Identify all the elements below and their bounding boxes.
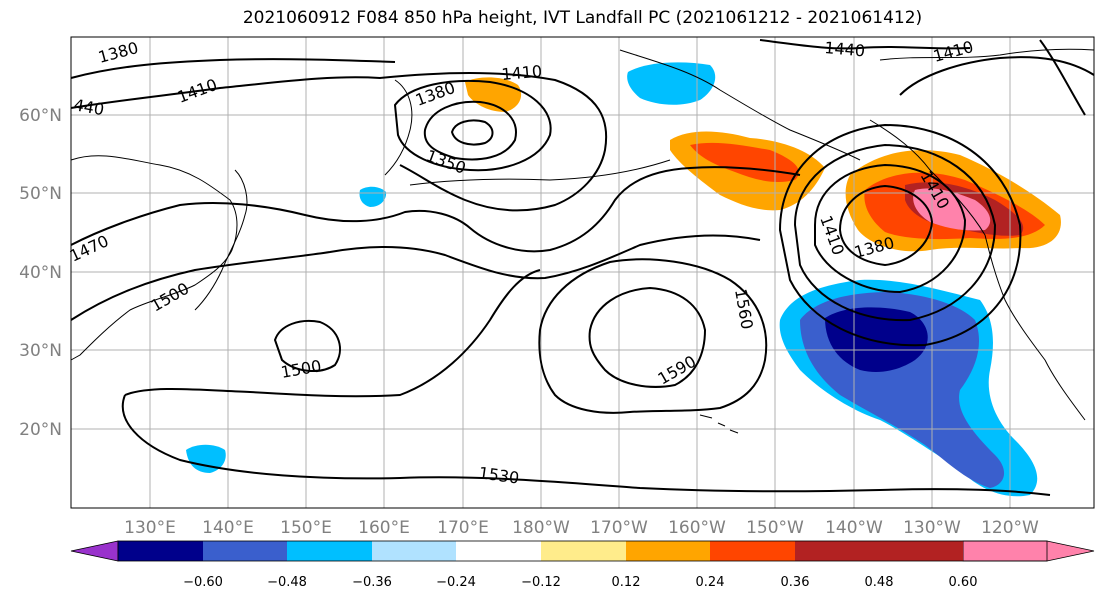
contour-1380-e	[838, 184, 934, 267]
aleutians	[409, 159, 671, 186]
x-tick-170E: 170°E	[437, 518, 489, 538]
colorbar-extend-high	[962, 540, 1095, 562]
colorbar-swatch-6	[541, 541, 626, 561]
negative-anomaly-hawaii-west	[186, 444, 226, 473]
colorbar-swatch-10	[879, 541, 963, 561]
contour-label-1440-ne: 1440	[824, 38, 866, 60]
contour-1470-e	[778, 123, 1022, 347]
contour-1470	[70, 166, 801, 253]
colorbar-label-3: −0.36	[352, 575, 392, 590]
negative-anomaly-small-2	[359, 186, 387, 207]
contour-1410-e	[814, 163, 967, 294]
hawaii	[699, 414, 739, 434]
x-tick-140W: 140°W	[825, 518, 883, 538]
contour-1530-s	[121, 394, 1051, 496]
contour-1410-ne	[899, 56, 1095, 96]
colorbar-swatch-1	[118, 541, 203, 561]
y-tick-labels: 60°N 50°N 40°N 30°N 20°N	[19, 106, 62, 440]
x-tick-140E: 140°E	[202, 518, 254, 538]
colorbar-swatch-5	[456, 541, 541, 561]
negative-anomaly-alaska	[627, 62, 716, 105]
colorbar-swatch-7	[626, 541, 710, 561]
negative-anomaly-dark	[825, 307, 928, 372]
north-coast	[879, 48, 1095, 61]
colorbar-label-7: 0.24	[696, 575, 725, 590]
y-tick-20N: 20°N	[19, 420, 62, 440]
x-tick-150E: 150°E	[280, 518, 332, 538]
positive-anomaly-red	[690, 142, 799, 183]
y-tick-50N: 50°N	[19, 184, 62, 204]
y-tick-30N: 30°N	[19, 341, 62, 361]
contour-1500-w	[70, 234, 761, 321]
x-tick-160E: 160°E	[358, 518, 410, 538]
y-tick-40N: 40°N	[19, 263, 62, 283]
x-tick-170W: 170°W	[590, 518, 648, 538]
contour-1590	[588, 286, 707, 388]
colorbar-label-2: −0.48	[267, 575, 307, 590]
x-tick-130W: 130°W	[903, 518, 961, 538]
contour-1440-w	[70, 58, 396, 79]
map-frame	[70, 36, 1095, 509]
colorbar-label-10: 0.60	[949, 575, 978, 590]
colorbar: −0.60 −0.48 −0.36 −0.24 −0.12 0.12 0.24 …	[70, 540, 1095, 590]
map-title: 2021060912 F084 850 hPa height, IVT Land…	[242, 8, 923, 28]
x-tick-labels: 130°E 140°E 150°E 160°E 170°E 180°W 170°…	[124, 518, 1039, 538]
x-tick-130E: 130°E	[124, 518, 176, 538]
contour-1350	[423, 100, 517, 161]
graticule	[71, 37, 1094, 508]
x-tick-150W: 150°W	[746, 518, 804, 538]
contour-label-1410-kam: 1410	[501, 62, 543, 84]
y-tick-60N: 60°N	[19, 106, 62, 126]
contour-1560	[538, 258, 768, 414]
na-coast	[869, 119, 1086, 421]
colorbar-swatch-9	[795, 541, 879, 561]
colorbar-frame	[117, 540, 1048, 562]
contour-1350-inner	[450, 119, 494, 146]
japan	[194, 169, 248, 311]
colorbar-label-1: −0.60	[183, 575, 223, 590]
height-contours	[70, 39, 1095, 496]
colorbar-label-8: 0.36	[781, 575, 810, 590]
contour-1440-ne	[759, 39, 971, 50]
contour-1380-ne	[1039, 39, 1086, 116]
colorbar-label-4: −0.24	[436, 575, 476, 590]
contour-1380-w	[393, 79, 552, 172]
contour-1440-e	[793, 143, 997, 322]
colorbar-extend-low	[70, 540, 119, 562]
x-tick-120W: 120°W	[981, 518, 1039, 538]
colorbar-swatch-4	[372, 541, 456, 561]
colorbar-swatch-3	[287, 541, 372, 561]
contour-1410-w	[70, 72, 608, 212]
colorbar-label-9: 0.48	[865, 575, 894, 590]
contour-1530	[124, 269, 541, 398]
x-tick-160W: 160°W	[668, 518, 726, 538]
colorbar-label-5: −0.12	[521, 575, 561, 590]
contour-1500-low	[273, 320, 341, 372]
coastlines	[70, 48, 1095, 434]
alaska-coast	[619, 49, 861, 161]
x-tick-180W: 180°W	[512, 518, 570, 538]
colorbar-label-6: 0.12	[612, 575, 641, 590]
asia-coast	[70, 155, 238, 361]
colorbar-swatch-2	[203, 541, 287, 561]
colorbar-swatch-8	[710, 541, 795, 561]
kamchatka	[384, 79, 413, 176]
